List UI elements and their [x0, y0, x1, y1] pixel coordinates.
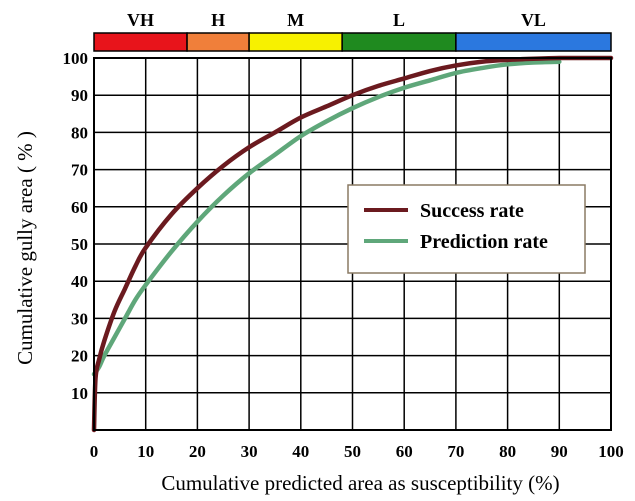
y-tick-label: 100 [63, 49, 89, 68]
class-band-label: VH [127, 10, 154, 30]
x-tick-labels: 0 10 20 30 40 50 60 70 80 90 100 [90, 442, 624, 461]
x-tick-label: 70 [447, 442, 464, 461]
plot-frame [93, 57, 612, 431]
y-tick-label: 50 [71, 235, 88, 254]
x-tick-label: 100 [598, 442, 624, 461]
y-tick-label: 10 [71, 384, 88, 403]
susceptibility-class-bar [93, 32, 612, 52]
legend: Success rate Prediction rate [347, 184, 586, 274]
y-tick-label: 90 [71, 86, 88, 105]
y-tick-label: 20 [71, 347, 88, 366]
prediction-rate-legend-label: Prediction rate [420, 231, 548, 253]
x-axis-title: Cumulative predicted area as susceptibil… [161, 471, 559, 495]
x-tick-label: 0 [90, 442, 99, 461]
success-rate-legend-label: Success rate [420, 200, 524, 222]
x-tick-label: 30 [241, 442, 258, 461]
x-tick-label: 90 [551, 442, 568, 461]
x-tick-label: 40 [292, 442, 309, 461]
y-tick-label: 30 [71, 309, 88, 328]
y-tick-label: 80 [71, 123, 88, 142]
success-rate-line [91, 55, 614, 433]
class-band-vh [93, 32, 188, 52]
prediction-rate-line [91, 59, 562, 377]
class-band-label: M [287, 10, 304, 30]
y-tick-label: 40 [71, 272, 88, 291]
class-band-vl [455, 32, 612, 52]
x-tick-label: 50 [344, 442, 361, 461]
y-tick-labels: 10 20 30 40 50 60 70 80 90 100 [63, 49, 89, 403]
y-axis-title: Cumulative gully area ( % ) [13, 131, 37, 365]
x-tick-label: 10 [137, 442, 154, 461]
class-band-l [341, 32, 457, 52]
series-lines [91, 55, 614, 433]
class-band-m [248, 32, 343, 52]
x-tick-label: 20 [189, 442, 206, 461]
class-band-label: VL [521, 10, 546, 30]
legend-box [347, 184, 586, 274]
y-tick-label: 60 [71, 198, 88, 217]
class-band-h [186, 32, 250, 52]
class-band-label: H [211, 10, 225, 30]
class-band-label: L [393, 10, 405, 30]
x-tick-label: 80 [499, 442, 516, 461]
x-tick-label: 60 [396, 442, 413, 461]
y-tick-label: 70 [71, 161, 88, 180]
susceptibility-class-labels: VH H M L VL [127, 10, 546, 30]
